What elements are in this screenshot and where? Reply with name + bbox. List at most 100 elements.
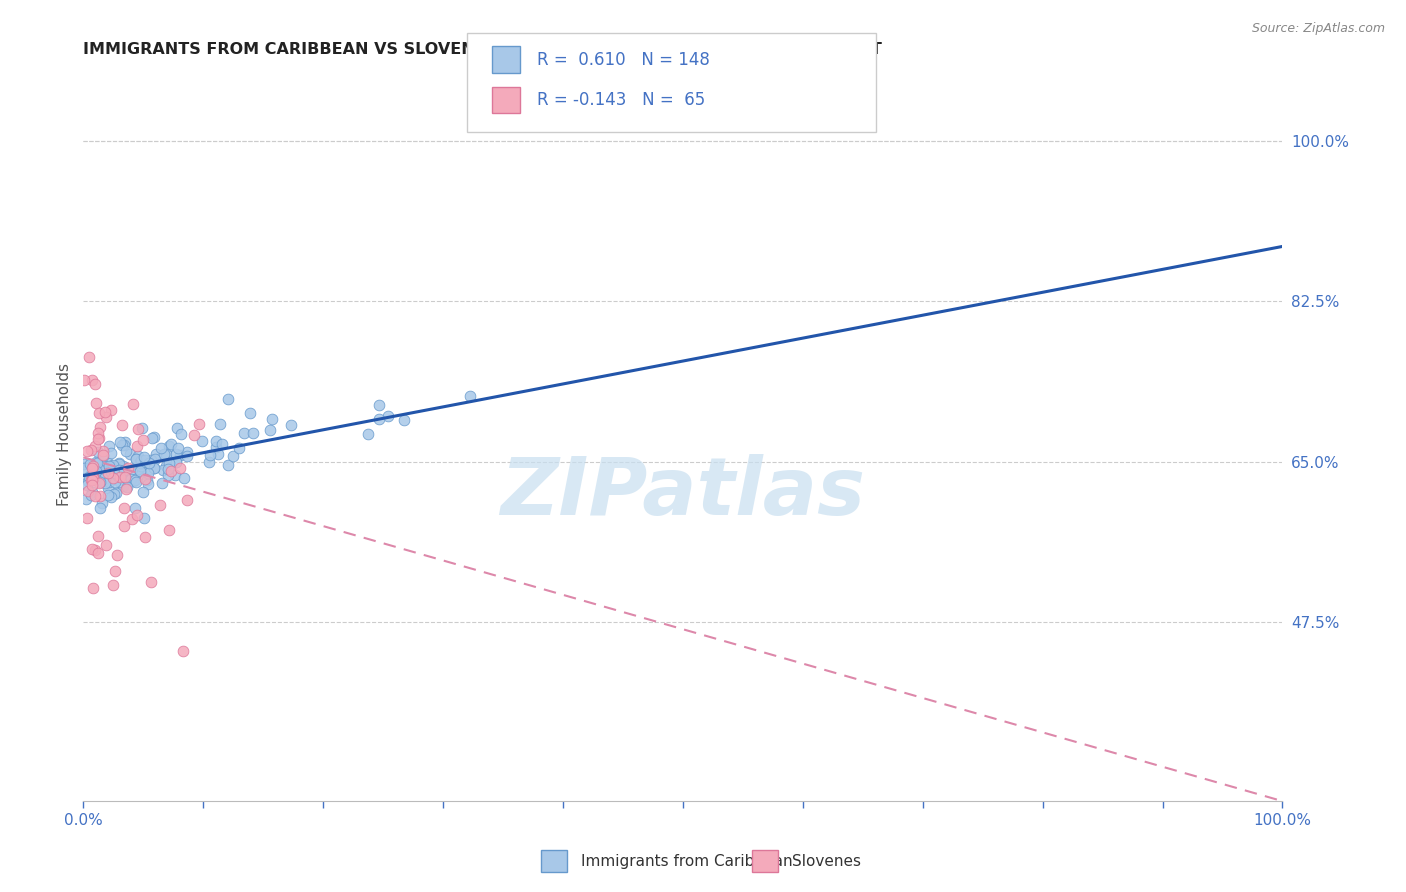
Point <box>112 519 135 533</box>
Point <box>114 435 136 450</box>
Point <box>166 420 188 434</box>
Point <box>143 460 166 475</box>
Point <box>79 458 101 472</box>
Point <box>108 467 131 482</box>
Point <box>155 447 177 461</box>
Point <box>129 453 152 467</box>
Point <box>377 409 399 424</box>
Point <box>169 460 191 475</box>
Point <box>139 575 162 590</box>
Point <box>100 403 122 417</box>
Point <box>176 449 198 463</box>
Point <box>121 397 143 411</box>
Point <box>108 434 131 449</box>
Point <box>134 530 156 544</box>
Point <box>458 388 481 402</box>
Point <box>93 466 115 480</box>
Point <box>86 456 108 470</box>
Point <box>89 406 111 420</box>
Point <box>132 450 155 464</box>
Point <box>152 462 174 476</box>
Point <box>87 431 110 445</box>
Point <box>150 441 173 455</box>
Point <box>107 457 129 471</box>
Point <box>82 469 104 483</box>
Point <box>98 475 121 489</box>
Point <box>80 473 103 487</box>
Point <box>108 457 131 471</box>
Point <box>112 458 135 473</box>
Point <box>103 461 125 475</box>
Point <box>141 431 163 445</box>
Point <box>104 466 127 480</box>
Point <box>155 458 177 473</box>
Point <box>80 488 103 502</box>
Point <box>80 461 103 475</box>
Point <box>176 445 198 459</box>
Point <box>98 467 121 481</box>
Point <box>97 458 120 473</box>
Point <box>165 447 187 461</box>
Point <box>367 412 389 426</box>
Point <box>111 438 134 452</box>
Text: Source: ZipAtlas.com: Source: ZipAtlas.com <box>1251 22 1385 36</box>
Point <box>205 434 228 448</box>
Point <box>82 478 104 492</box>
Point <box>121 461 143 475</box>
Point <box>157 467 180 482</box>
Point <box>105 548 128 562</box>
Point <box>239 406 262 420</box>
Point <box>129 464 152 478</box>
Point <box>205 440 228 454</box>
Point <box>132 485 155 500</box>
Point <box>172 644 194 658</box>
Y-axis label: Family Households: Family Households <box>58 363 72 506</box>
Point <box>73 457 96 471</box>
Point <box>176 493 198 508</box>
Point <box>127 439 149 453</box>
Point <box>127 449 149 463</box>
Point <box>107 469 129 483</box>
Point <box>83 542 105 557</box>
Point <box>104 475 127 490</box>
Point <box>125 451 148 466</box>
Point <box>131 421 153 435</box>
Point <box>76 444 98 458</box>
Point <box>103 564 125 578</box>
Point <box>156 461 179 475</box>
Point <box>100 465 122 479</box>
Point <box>129 467 152 481</box>
Point <box>134 510 156 524</box>
Point <box>157 439 180 453</box>
Point <box>82 485 104 500</box>
Point <box>104 467 127 482</box>
Point <box>87 476 110 491</box>
Point <box>112 460 135 475</box>
Point <box>73 373 96 387</box>
Point <box>122 474 145 488</box>
Point <box>233 426 256 441</box>
Point <box>84 396 107 410</box>
Point <box>103 486 125 500</box>
Point <box>115 482 138 496</box>
Point <box>129 455 152 469</box>
Point <box>131 459 153 474</box>
Point <box>90 457 112 471</box>
Point <box>86 460 108 475</box>
Point <box>127 422 149 436</box>
Point <box>111 466 134 480</box>
Point <box>79 457 101 471</box>
Point <box>112 501 135 516</box>
Point <box>217 458 239 473</box>
Point <box>112 463 135 477</box>
Point <box>82 581 104 595</box>
Point <box>83 377 105 392</box>
Text: Slovenes: Slovenes <box>792 854 860 869</box>
Point <box>111 479 134 493</box>
Text: R = -0.143   N =  65: R = -0.143 N = 65 <box>537 91 706 109</box>
Text: IMMIGRANTS FROM CARIBBEAN VS SLOVENE FAMILY HOUSEHOLDS CORRELATION CHART: IMMIGRANTS FROM CARIBBEAN VS SLOVENE FAM… <box>83 42 882 57</box>
Point <box>80 373 103 387</box>
Point <box>211 436 233 450</box>
Point <box>121 512 143 526</box>
Point <box>100 446 122 460</box>
